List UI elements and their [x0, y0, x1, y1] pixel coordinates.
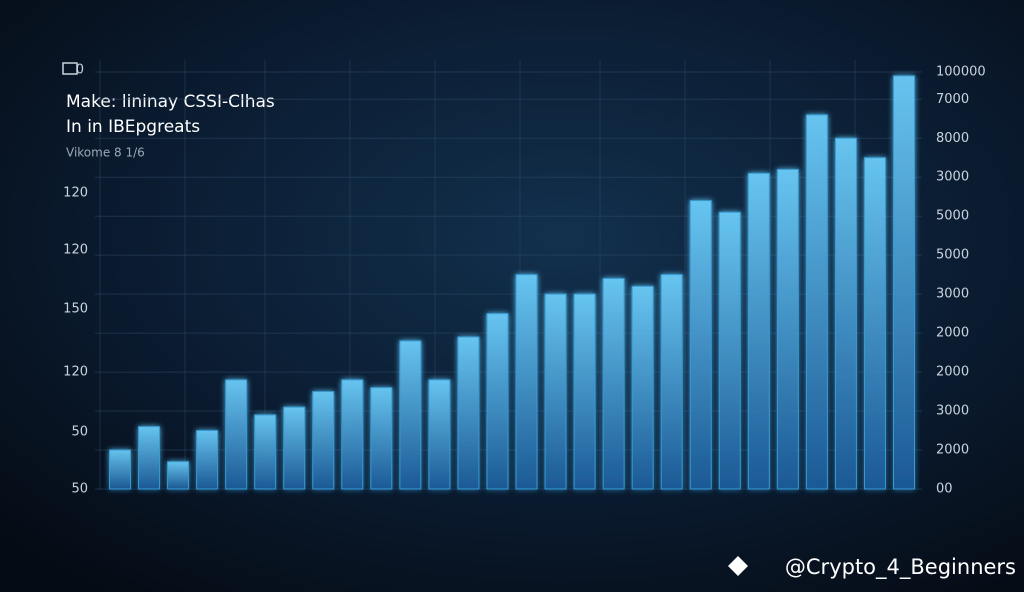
y-tick-label: 2000: [936, 443, 969, 458]
bar: [718, 211, 741, 490]
bar: [573, 293, 596, 490]
bar: [689, 200, 712, 490]
note: Vikome 8 1/6: [66, 146, 145, 160]
bar: [370, 387, 393, 490]
y-tick-label: 2000: [936, 365, 969, 380]
left-axis-label: 50: [71, 425, 88, 440]
chart-subtitle: In in IBEpgreats: [66, 117, 200, 137]
icon: [62, 62, 78, 75]
bar: [747, 172, 770, 490]
bar: [631, 285, 654, 490]
bar: [109, 449, 131, 490]
bar: [428, 379, 451, 490]
chart-title: Make: lininay CSSI-Clhas: [66, 92, 275, 112]
bar: [312, 391, 335, 490]
y-tick-label: 3000: [936, 170, 969, 185]
y-tick-label: 2000: [936, 326, 969, 341]
bar: [283, 406, 306, 490]
bar: [660, 274, 683, 490]
left-axis-label: 0: [76, 63, 84, 78]
left-axis-label: 150: [63, 302, 88, 317]
left-axis-label: 120: [63, 365, 88, 380]
bar: [602, 278, 625, 490]
bar: [544, 293, 567, 490]
bar: [515, 274, 538, 490]
y-tick-label: 00: [936, 482, 953, 497]
y-tick-label: 5000: [936, 248, 969, 263]
bar: [893, 75, 915, 490]
bar: [254, 414, 277, 490]
y-tick-label: 3000: [936, 287, 969, 302]
y-tick-label: 100000: [936, 65, 986, 80]
bar: [225, 379, 248, 490]
left-axis-label: 120: [63, 186, 88, 201]
left-axis-label: 50: [71, 482, 88, 497]
bar: [863, 157, 886, 490]
bar: [834, 137, 857, 490]
bar: [776, 168, 799, 490]
y-tick-label: 8000: [936, 131, 969, 146]
watermark-logo: [728, 556, 748, 576]
watermark: @Crypto_4_Beginners: [785, 555, 1016, 580]
bar: [457, 336, 480, 490]
bar: [341, 379, 364, 490]
bar: [399, 340, 422, 490]
y-tick-label: 7000: [936, 92, 969, 107]
bar: [167, 461, 190, 490]
bar: [486, 313, 509, 490]
bar: [805, 114, 828, 490]
left-axis-label: 120: [63, 243, 88, 258]
y-tick-label: 3000: [936, 404, 969, 419]
bar: [196, 430, 219, 490]
bar: [138, 426, 161, 490]
y-tick-label: 5000: [936, 209, 969, 224]
